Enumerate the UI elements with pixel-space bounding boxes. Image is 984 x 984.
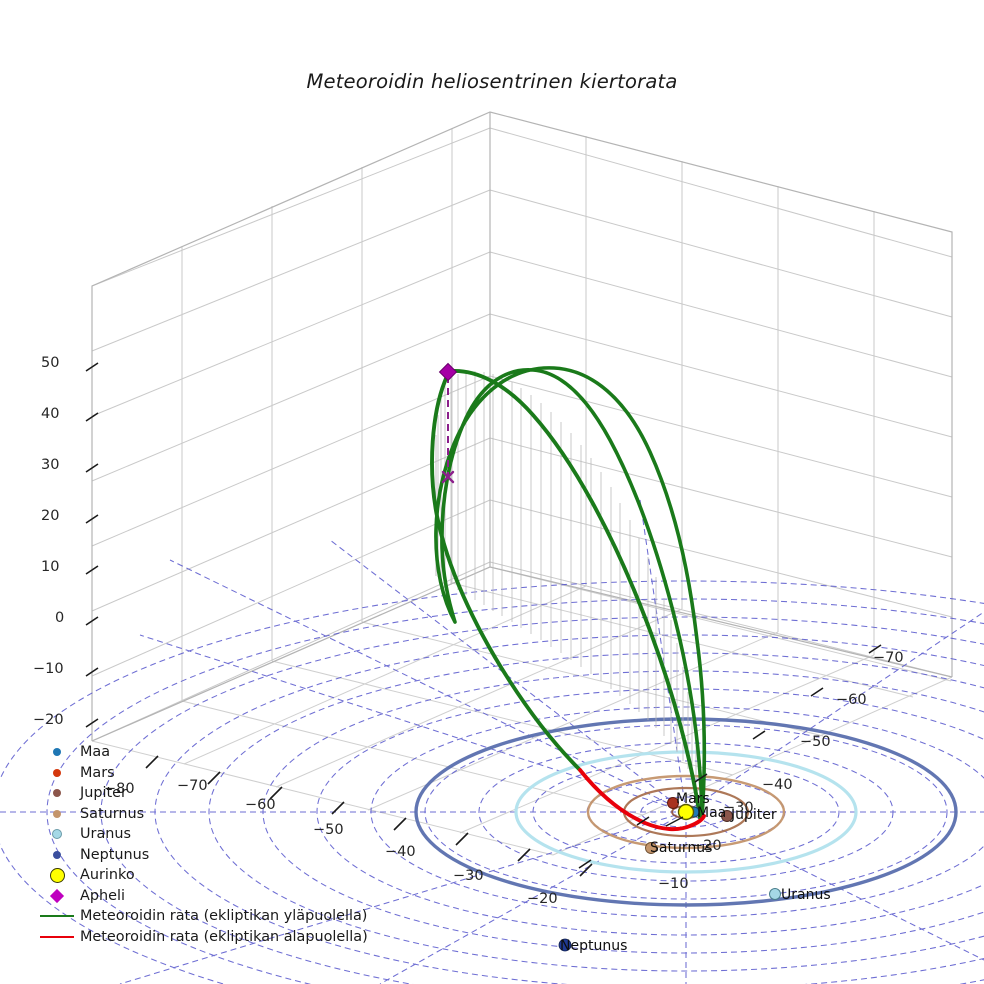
right-wall-grid — [489, 127, 953, 678]
legend-item-maa[interactable]: Maa — [34, 742, 364, 763]
y-axis-ticks — [578, 644, 882, 869]
z-axis-ticks — [85, 362, 99, 728]
legend-marker-neptunus-icon — [34, 845, 80, 866]
legend-label-jupiter: Jupiter — [80, 785, 127, 802]
marker-uranus — [769, 888, 781, 900]
legend-marker-maa-icon — [34, 742, 80, 763]
legend-line-below-ecliptic-icon — [34, 927, 80, 948]
label-leader-lines — [665, 816, 684, 827]
legend-marker-saturnus-icon — [34, 804, 80, 825]
legend-marker-mars-icon — [34, 763, 80, 784]
legend-label-uranus: Uranus — [80, 826, 132, 843]
orbit-ring-saturnus — [586, 774, 786, 850]
marker-aurinko — [677, 803, 695, 821]
legend-line-above-ecliptic-icon — [34, 906, 80, 927]
box-outline — [91, 111, 953, 742]
aphelion-projection-marker — [441, 470, 455, 484]
legend-item-apheli[interactable]: Apheli — [34, 886, 364, 907]
marker-saturnus — [645, 842, 657, 854]
left-wall-grid — [91, 112, 491, 742]
legend-item-neptunus[interactable]: Neptunus — [34, 845, 364, 866]
marker-neptunus — [558, 938, 572, 952]
legend-label-aurinko: Aurinko — [80, 867, 135, 884]
legend-label-mars: Mars — [80, 764, 115, 781]
legend-marker-jupiter-icon — [34, 783, 80, 804]
legend-label-saturnus: Saturnus — [80, 805, 145, 822]
aphelion-marker — [438, 362, 458, 382]
legend-label-orbit-above: Meteoroidin rata (ekliptikan yläpuolella… — [80, 908, 368, 925]
legend-item-jupiter[interactable]: Jupiter — [34, 783, 364, 804]
meteoroid-orbit-below-ecliptic — [578, 768, 706, 832]
legend-marker-aphelion-icon — [34, 886, 80, 907]
legend-marker-sun-icon — [34, 865, 80, 886]
marker-mars — [667, 797, 679, 809]
meteoroid-orbit-above-ecliptic — [434, 366, 707, 819]
legend-label-orbit-below: Meteoroidin rata (ekliptikan alapuolella… — [80, 928, 368, 945]
legend-item-mars[interactable]: Mars — [34, 763, 364, 784]
orbit-ring-neptunus — [414, 717, 958, 907]
legend-label-apheli: Apheli — [80, 887, 125, 904]
legend: Maa Mars Jupiter Saturnus Uranus — [34, 742, 368, 948]
legend-label-neptunus: Neptunus — [80, 846, 150, 863]
legend-item-saturnus[interactable]: Saturnus — [34, 804, 364, 825]
legend-item-aurinko[interactable]: Aurinko — [34, 865, 364, 886]
legend-label-maa: Maa — [80, 744, 111, 761]
planet-markers — [558, 797, 781, 952]
x-axis-ticks — [145, 755, 593, 877]
legend-item-orbit-below[interactable]: Meteoroidin rata (ekliptikan alapuolella… — [34, 927, 368, 948]
legend-item-uranus[interactable]: Uranus — [34, 824, 364, 845]
marker-jupiter — [721, 810, 733, 822]
meteoroid-green-branches — [430, 369, 702, 820]
legend-marker-uranus-icon — [34, 824, 80, 845]
legend-item-orbit-above[interactable]: Meteoroidin rata (ekliptikan yläpuolella… — [34, 906, 368, 927]
